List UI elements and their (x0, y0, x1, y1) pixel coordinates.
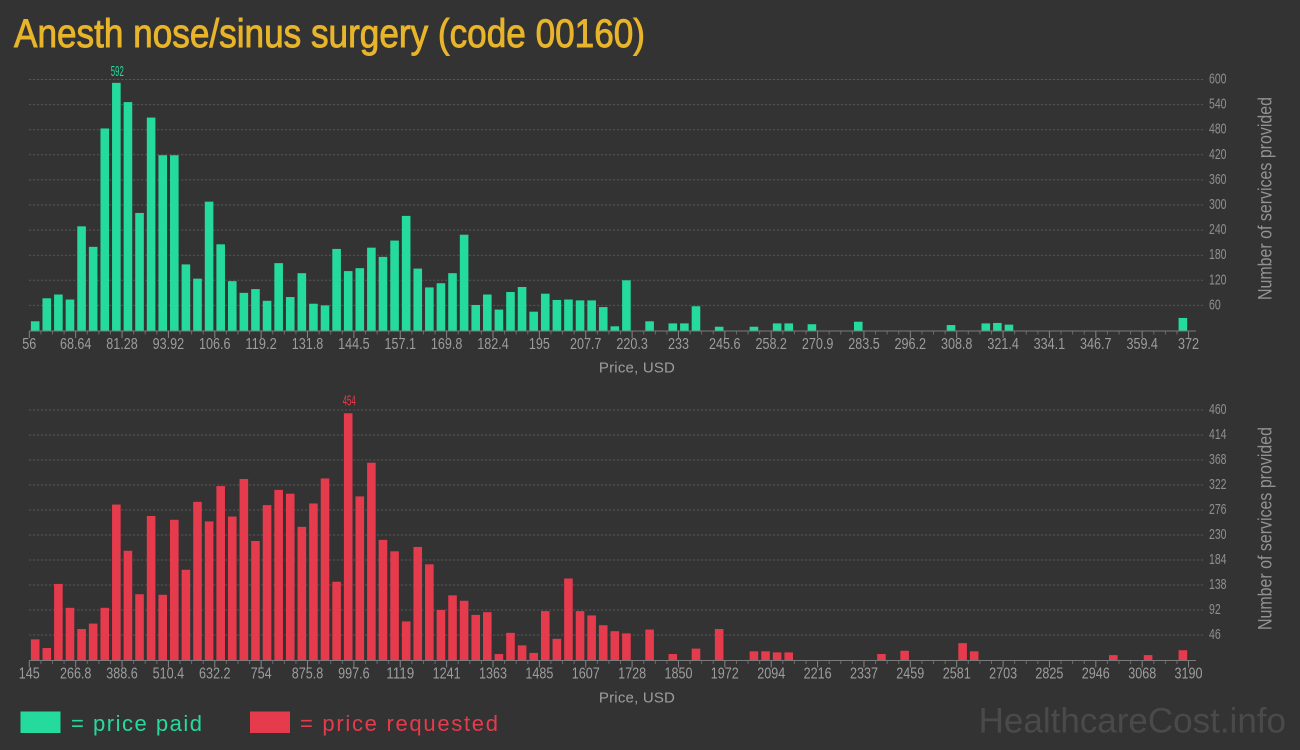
svg-text:1241: 1241 (433, 666, 461, 683)
svg-text:Number of services provided: Number of services provided (1256, 427, 1277, 630)
svg-text:372: 372 (1178, 336, 1199, 353)
svg-text:388.6: 388.6 (106, 666, 138, 683)
svg-text:540: 540 (1209, 96, 1227, 113)
svg-text:480: 480 (1209, 121, 1227, 138)
svg-text:1728: 1728 (618, 666, 646, 683)
svg-text:145: 145 (19, 666, 40, 683)
svg-text:2459: 2459 (896, 666, 924, 683)
svg-text:106.6: 106.6 (199, 336, 231, 353)
svg-text:875.8: 875.8 (292, 666, 324, 683)
svg-text:270.9: 270.9 (802, 336, 834, 353)
svg-text:266.8: 266.8 (60, 666, 92, 683)
svg-text:1607: 1607 (572, 666, 600, 683)
svg-text:308.8: 308.8 (941, 336, 973, 353)
svg-text:180: 180 (1209, 246, 1227, 263)
svg-text:600: 600 (1209, 71, 1227, 88)
svg-text:346.7: 346.7 (1080, 336, 1112, 353)
svg-text:2946: 2946 (1082, 666, 1110, 683)
svg-text:Price, USD: Price, USD (599, 360, 675, 377)
svg-text:2337: 2337 (850, 666, 878, 683)
svg-text:359.4: 359.4 (1126, 336, 1158, 353)
svg-text:= price paid: = price paid (71, 711, 202, 736)
svg-text:1485: 1485 (525, 666, 553, 683)
svg-text:92: 92 (1209, 601, 1221, 618)
svg-text:420: 420 (1209, 146, 1227, 163)
svg-text:207.7: 207.7 (570, 336, 602, 353)
svg-text:321.4: 321.4 (987, 336, 1019, 353)
svg-text:1850: 1850 (665, 666, 693, 683)
svg-text:1972: 1972 (711, 666, 739, 683)
svg-text:157.1: 157.1 (385, 336, 417, 353)
svg-text:2703: 2703 (989, 666, 1017, 683)
svg-text:240: 240 (1209, 221, 1227, 238)
svg-text:3190: 3190 (1175, 666, 1203, 683)
svg-text:754: 754 (251, 666, 272, 683)
svg-text:Number of services provided: Number of services provided (1256, 97, 1277, 300)
svg-text:368: 368 (1209, 451, 1227, 468)
svg-text:2216: 2216 (804, 666, 832, 683)
svg-text:56: 56 (22, 336, 36, 353)
svg-text:276: 276 (1209, 501, 1227, 518)
svg-text:Anesth nose/sinus surgery (cod: Anesth nose/sinus surgery (code 00160) (14, 12, 645, 56)
svg-text:138: 138 (1209, 576, 1227, 593)
svg-text:632.2: 632.2 (199, 666, 231, 683)
svg-text:131.8: 131.8 (292, 336, 324, 353)
svg-text:258.2: 258.2 (755, 336, 787, 353)
svg-text:592: 592 (111, 63, 124, 80)
svg-text:182.4: 182.4 (477, 336, 509, 353)
svg-text:119.2: 119.2 (245, 336, 277, 353)
svg-text:300: 300 (1209, 196, 1227, 213)
svg-text:245.6: 245.6 (709, 336, 741, 353)
svg-text:460: 460 (1209, 401, 1227, 418)
svg-text:322: 322 (1209, 476, 1227, 493)
svg-text:184: 184 (1209, 551, 1227, 568)
svg-text:HealthcareCost.info: HealthcareCost.info (979, 702, 1286, 741)
svg-text:334.1: 334.1 (1034, 336, 1066, 353)
svg-text:169.8: 169.8 (431, 336, 463, 353)
svg-text:414: 414 (1209, 426, 1227, 443)
svg-text:2581: 2581 (943, 666, 971, 683)
svg-text:230: 230 (1209, 526, 1227, 543)
svg-text:93.92: 93.92 (153, 336, 185, 353)
svg-text:283.5: 283.5 (848, 336, 880, 353)
svg-text:120: 120 (1209, 271, 1227, 288)
svg-text:296.2: 296.2 (895, 336, 927, 353)
svg-text:144.5: 144.5 (338, 336, 370, 353)
svg-text:233: 233 (668, 336, 689, 353)
svg-text:= price requested: = price requested (300, 711, 498, 736)
svg-text:81.28: 81.28 (106, 336, 138, 353)
svg-text:46: 46 (1209, 626, 1221, 643)
svg-text:60: 60 (1209, 296, 1221, 313)
svg-text:1119: 1119 (386, 666, 414, 683)
svg-text:195: 195 (529, 336, 550, 353)
svg-text:Price, USD: Price, USD (599, 690, 675, 707)
svg-text:1363: 1363 (479, 666, 507, 683)
svg-text:360: 360 (1209, 171, 1227, 188)
svg-text:2094: 2094 (757, 666, 785, 683)
svg-text:220.3: 220.3 (616, 336, 648, 353)
svg-text:997.6: 997.6 (338, 666, 370, 683)
svg-text:68.64: 68.64 (60, 336, 92, 353)
svg-text:3068: 3068 (1128, 666, 1156, 683)
svg-text:510.4: 510.4 (153, 666, 185, 683)
svg-text:454: 454 (343, 393, 356, 410)
svg-text:2825: 2825 (1035, 666, 1063, 683)
